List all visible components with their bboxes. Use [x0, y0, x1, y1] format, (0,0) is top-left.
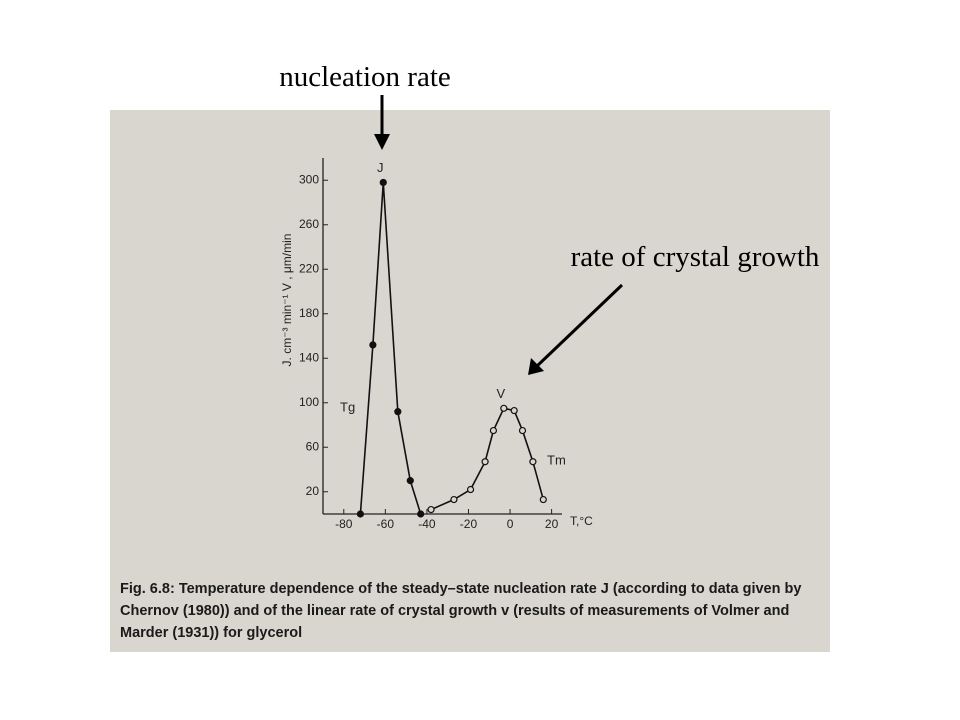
- data-point: [394, 408, 402, 416]
- data-point: [489, 426, 498, 435]
- data-point: [417, 510, 425, 518]
- data-point: [529, 458, 537, 466]
- slide-label: nucleation rate: [279, 61, 451, 93]
- data-point: [466, 485, 475, 494]
- annotation: Tm: [547, 452, 566, 467]
- annotation: Tg: [340, 399, 355, 414]
- x-tick-label: -80: [335, 517, 353, 531]
- data-point: [406, 477, 414, 485]
- data-point: [500, 404, 508, 412]
- caption-label: Fig. 6.8:: [120, 581, 175, 597]
- y-tick-label: 260: [299, 217, 319, 231]
- y-tick-label: 140: [299, 350, 319, 364]
- y-axis-label: J. cm⁻³ min⁻¹ V , μm/min: [280, 234, 294, 367]
- y-tick-label: 180: [299, 306, 319, 320]
- y-tick-label: 300: [299, 172, 319, 186]
- arrow: [374, 95, 390, 150]
- series-line: [359, 182, 422, 515]
- y-tick-label: 100: [299, 395, 319, 409]
- data-point: [450, 495, 458, 504]
- x-tick-label: -20: [460, 517, 478, 531]
- data-point: [518, 426, 527, 435]
- data-point: [379, 178, 387, 187]
- data-point: [481, 458, 489, 466]
- series-label: J: [377, 160, 384, 175]
- data-point: [510, 406, 518, 415]
- data-point: [356, 510, 365, 518]
- arrow: [528, 283, 624, 375]
- data-point: [539, 495, 547, 504]
- slide-label: rate of crystal growth: [571, 241, 820, 273]
- x-axis-label: T,°C: [570, 514, 593, 528]
- series-line: [430, 407, 545, 511]
- data-point: [369, 341, 377, 349]
- x-tick-label: -60: [377, 517, 395, 531]
- y-tick-label: 220: [299, 261, 319, 275]
- scan-background: [110, 110, 830, 652]
- y-tick-label: 60: [306, 439, 320, 453]
- x-tick-label: 20: [545, 517, 559, 531]
- x-tick-label: -40: [418, 517, 436, 531]
- x-tick-label: 0: [507, 517, 514, 531]
- caption: Fig. 6.8: Temperature dependence of the …: [120, 578, 820, 644]
- data-point: [427, 505, 435, 514]
- caption-text: Temperature dependence of the steady–sta…: [120, 581, 802, 641]
- series-label: V: [496, 386, 505, 401]
- y-tick-label: 20: [306, 484, 320, 498]
